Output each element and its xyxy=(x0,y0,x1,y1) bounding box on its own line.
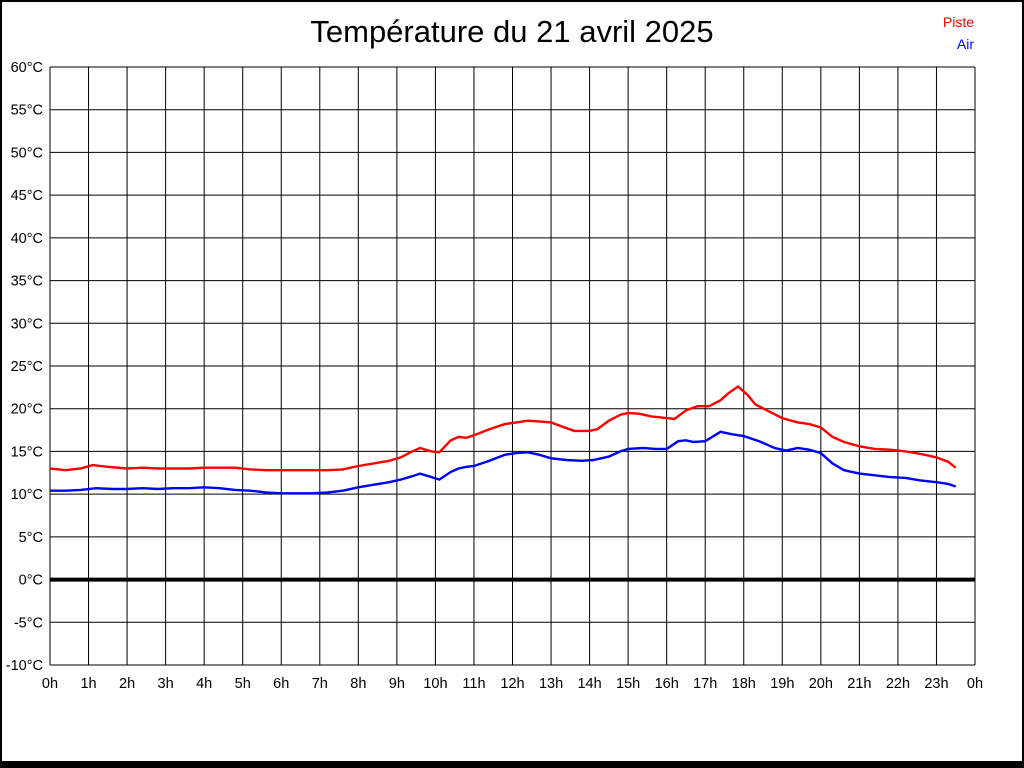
svg-text:40°C: 40°C xyxy=(11,231,43,247)
y-axis-labels: 60°C 55°C 50°C 45°C 40°C 35°C 30°C 25°C 20°C 15°C… xyxy=(6,60,43,674)
svg-text:6h: 6h xyxy=(273,676,289,692)
svg-text:45°C: 45°C xyxy=(11,188,43,204)
svg-text:0°C: 0°C xyxy=(19,573,43,589)
x-axis-labels: 0h 1h 2h 3h 4h 5h 6h 7h 8h 9h 10h 11h 12h 13h 14h 15h 16… xyxy=(42,676,983,692)
svg-text:11h: 11h xyxy=(462,676,485,692)
svg-text:14h: 14h xyxy=(577,676,601,692)
svg-text:10h: 10h xyxy=(423,676,447,692)
svg-text:8h: 8h xyxy=(350,676,366,692)
svg-text:35°C: 35°C xyxy=(11,274,43,290)
page-title: Température du 21 avril 2025 xyxy=(310,14,714,49)
svg-text:22h: 22h xyxy=(886,676,910,692)
svg-text:25°C: 25°C xyxy=(11,359,43,375)
svg-text:2h: 2h xyxy=(119,676,135,692)
svg-text:12h: 12h xyxy=(500,676,524,692)
svg-text:3h: 3h xyxy=(158,676,174,692)
svg-text:15°C: 15°C xyxy=(11,444,43,460)
svg-text:16h: 16h xyxy=(655,676,679,692)
svg-text:10°C: 10°C xyxy=(11,487,43,503)
svg-text:4h: 4h xyxy=(196,676,212,692)
svg-text:19h: 19h xyxy=(770,676,794,692)
svg-text:55°C: 55°C xyxy=(11,103,43,119)
svg-text:30°C: 30°C xyxy=(11,316,43,332)
svg-text:17h: 17h xyxy=(693,676,717,692)
svg-text:-10°C: -10°C xyxy=(6,658,43,674)
gridlines xyxy=(49,66,976,666)
svg-text:15h: 15h xyxy=(616,676,640,692)
air-line xyxy=(50,430,957,495)
legend-item-air: Air xyxy=(956,36,974,52)
legend-item-piste: Piste xyxy=(942,14,974,30)
svg-text:50°C: 50°C xyxy=(11,145,43,161)
svg-text:20°C: 20°C xyxy=(11,402,43,418)
svg-text:21h: 21h xyxy=(847,676,871,692)
svg-text:60°C: 60°C xyxy=(11,60,43,76)
svg-text:18h: 18h xyxy=(732,676,756,692)
svg-text:23h: 23h xyxy=(924,676,948,692)
piste-line xyxy=(49,384,957,472)
svg-text:0h: 0h xyxy=(967,676,983,692)
svg-text:-5°C: -5°C xyxy=(14,615,43,631)
svg-text:9h: 9h xyxy=(389,676,405,692)
svg-text:5h: 5h xyxy=(235,676,251,692)
svg-text:0h: 0h xyxy=(42,676,58,692)
legend: Piste Air xyxy=(943,11,974,55)
svg-text:20h: 20h xyxy=(809,676,833,692)
svg-text:5°C: 5°C xyxy=(19,530,43,546)
svg-text:1h: 1h xyxy=(80,676,96,692)
svg-text:13h: 13h xyxy=(539,676,563,692)
svg-text:7h: 7h xyxy=(312,676,328,692)
